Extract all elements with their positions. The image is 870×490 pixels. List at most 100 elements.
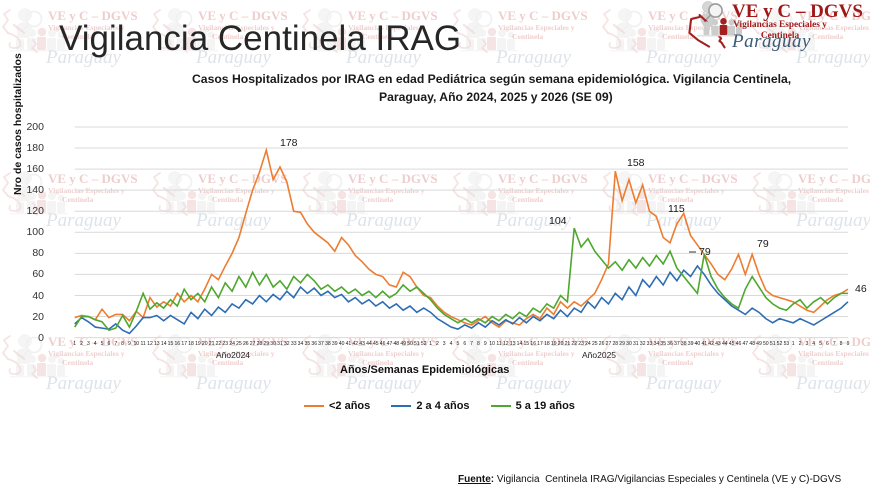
- svg-text:9: 9: [128, 341, 131, 347]
- svg-text:32: 32: [284, 341, 290, 347]
- svg-text:35: 35: [305, 341, 311, 347]
- svg-text:3: 3: [87, 341, 90, 347]
- svg-text:50: 50: [763, 341, 769, 347]
- svg-text:38: 38: [681, 341, 687, 347]
- svg-text:42: 42: [352, 341, 358, 347]
- svg-text:46: 46: [736, 341, 742, 347]
- svg-text:12: 12: [147, 341, 153, 347]
- svg-text:15: 15: [168, 341, 174, 347]
- svg-text:26: 26: [599, 341, 605, 347]
- svg-text:7: 7: [833, 341, 836, 347]
- svg-text:18: 18: [544, 341, 550, 347]
- svg-text:14: 14: [517, 341, 523, 347]
- svg-text:11: 11: [140, 341, 145, 347]
- svg-text:3: 3: [443, 341, 446, 347]
- svg-text:4: 4: [94, 341, 97, 347]
- svg-text:6: 6: [826, 341, 829, 347]
- svg-text:21: 21: [209, 341, 215, 347]
- svg-text:49: 49: [400, 341, 406, 347]
- svg-text:5: 5: [819, 341, 822, 347]
- svg-text:36: 36: [311, 341, 317, 347]
- svg-text:41: 41: [346, 341, 352, 347]
- svg-text:33: 33: [647, 341, 653, 347]
- svg-text:178: 178: [280, 137, 298, 149]
- svg-text:4: 4: [812, 341, 815, 347]
- svg-text:115: 115: [668, 203, 685, 215]
- svg-text:9: 9: [484, 341, 487, 347]
- svg-text:1: 1: [429, 341, 432, 347]
- svg-text:22: 22: [216, 341, 222, 347]
- svg-text:16: 16: [530, 341, 536, 347]
- svg-text:7: 7: [114, 341, 117, 347]
- svg-text:8: 8: [477, 341, 480, 347]
- svg-text:25: 25: [592, 341, 598, 347]
- svg-text:17: 17: [181, 341, 187, 347]
- svg-text:19: 19: [551, 341, 557, 347]
- svg-text:30: 30: [626, 341, 632, 347]
- svg-text:33: 33: [291, 341, 297, 347]
- svg-text:6: 6: [107, 341, 110, 347]
- svg-text:30: 30: [270, 341, 276, 347]
- svg-text:52: 52: [777, 341, 783, 347]
- svg-text:46: 46: [380, 341, 386, 347]
- svg-text:7: 7: [470, 341, 473, 347]
- svg-text:25: 25: [236, 341, 242, 347]
- svg-text:29: 29: [619, 341, 625, 347]
- svg-text:32: 32: [640, 341, 646, 347]
- svg-text:43: 43: [359, 341, 365, 347]
- svg-text:9: 9: [847, 341, 850, 347]
- svg-text:45: 45: [729, 341, 735, 347]
- svg-text:39: 39: [332, 341, 338, 347]
- svg-text:17: 17: [537, 341, 543, 347]
- svg-text:39: 39: [688, 341, 694, 347]
- svg-text:44: 44: [722, 341, 728, 347]
- svg-text:18: 18: [188, 341, 194, 347]
- svg-text:8: 8: [840, 341, 843, 347]
- svg-text:158: 158: [627, 157, 645, 169]
- svg-text:46: 46: [855, 283, 867, 295]
- svg-text:1: 1: [73, 341, 76, 347]
- svg-text:49: 49: [756, 341, 762, 347]
- svg-text:47: 47: [742, 341, 748, 347]
- svg-text:1: 1: [792, 341, 795, 347]
- svg-text:2: 2: [799, 341, 802, 347]
- svg-text:41: 41: [701, 341, 707, 347]
- svg-text:21: 21: [565, 341, 571, 347]
- svg-text:6: 6: [463, 341, 466, 347]
- svg-text:34: 34: [654, 341, 660, 347]
- svg-text:53: 53: [784, 341, 790, 347]
- svg-text:79: 79: [757, 238, 769, 250]
- svg-text:12: 12: [503, 341, 509, 347]
- svg-text:24: 24: [585, 341, 591, 347]
- svg-text:2: 2: [80, 341, 83, 347]
- svg-text:10: 10: [133, 341, 139, 347]
- svg-text:48: 48: [393, 341, 399, 347]
- svg-text:2: 2: [436, 341, 439, 347]
- svg-text:35: 35: [660, 341, 666, 347]
- svg-text:5: 5: [456, 341, 459, 347]
- svg-text:23: 23: [222, 341, 228, 347]
- svg-text:5: 5: [101, 341, 104, 347]
- svg-text:3: 3: [805, 341, 808, 347]
- svg-text:23: 23: [578, 341, 584, 347]
- svg-text:37: 37: [318, 341, 324, 347]
- svg-text:38: 38: [325, 341, 331, 347]
- svg-text:79: 79: [699, 246, 711, 258]
- svg-text:28: 28: [612, 341, 618, 347]
- svg-text:31: 31: [277, 341, 283, 347]
- svg-text:104: 104: [549, 215, 567, 227]
- svg-text:13: 13: [510, 341, 516, 347]
- svg-text:50: 50: [407, 341, 413, 347]
- svg-text:15: 15: [523, 341, 529, 347]
- svg-text:52: 52: [421, 341, 427, 347]
- svg-text:26: 26: [243, 341, 249, 347]
- svg-text:48: 48: [749, 341, 755, 347]
- svg-text:31: 31: [633, 341, 639, 347]
- svg-text:40: 40: [695, 341, 701, 347]
- svg-text:22: 22: [571, 341, 577, 347]
- svg-text:27: 27: [250, 341, 256, 347]
- svg-text:27: 27: [606, 341, 612, 347]
- svg-text:42: 42: [708, 341, 714, 347]
- svg-text:11: 11: [496, 341, 501, 347]
- svg-text:36: 36: [667, 341, 673, 347]
